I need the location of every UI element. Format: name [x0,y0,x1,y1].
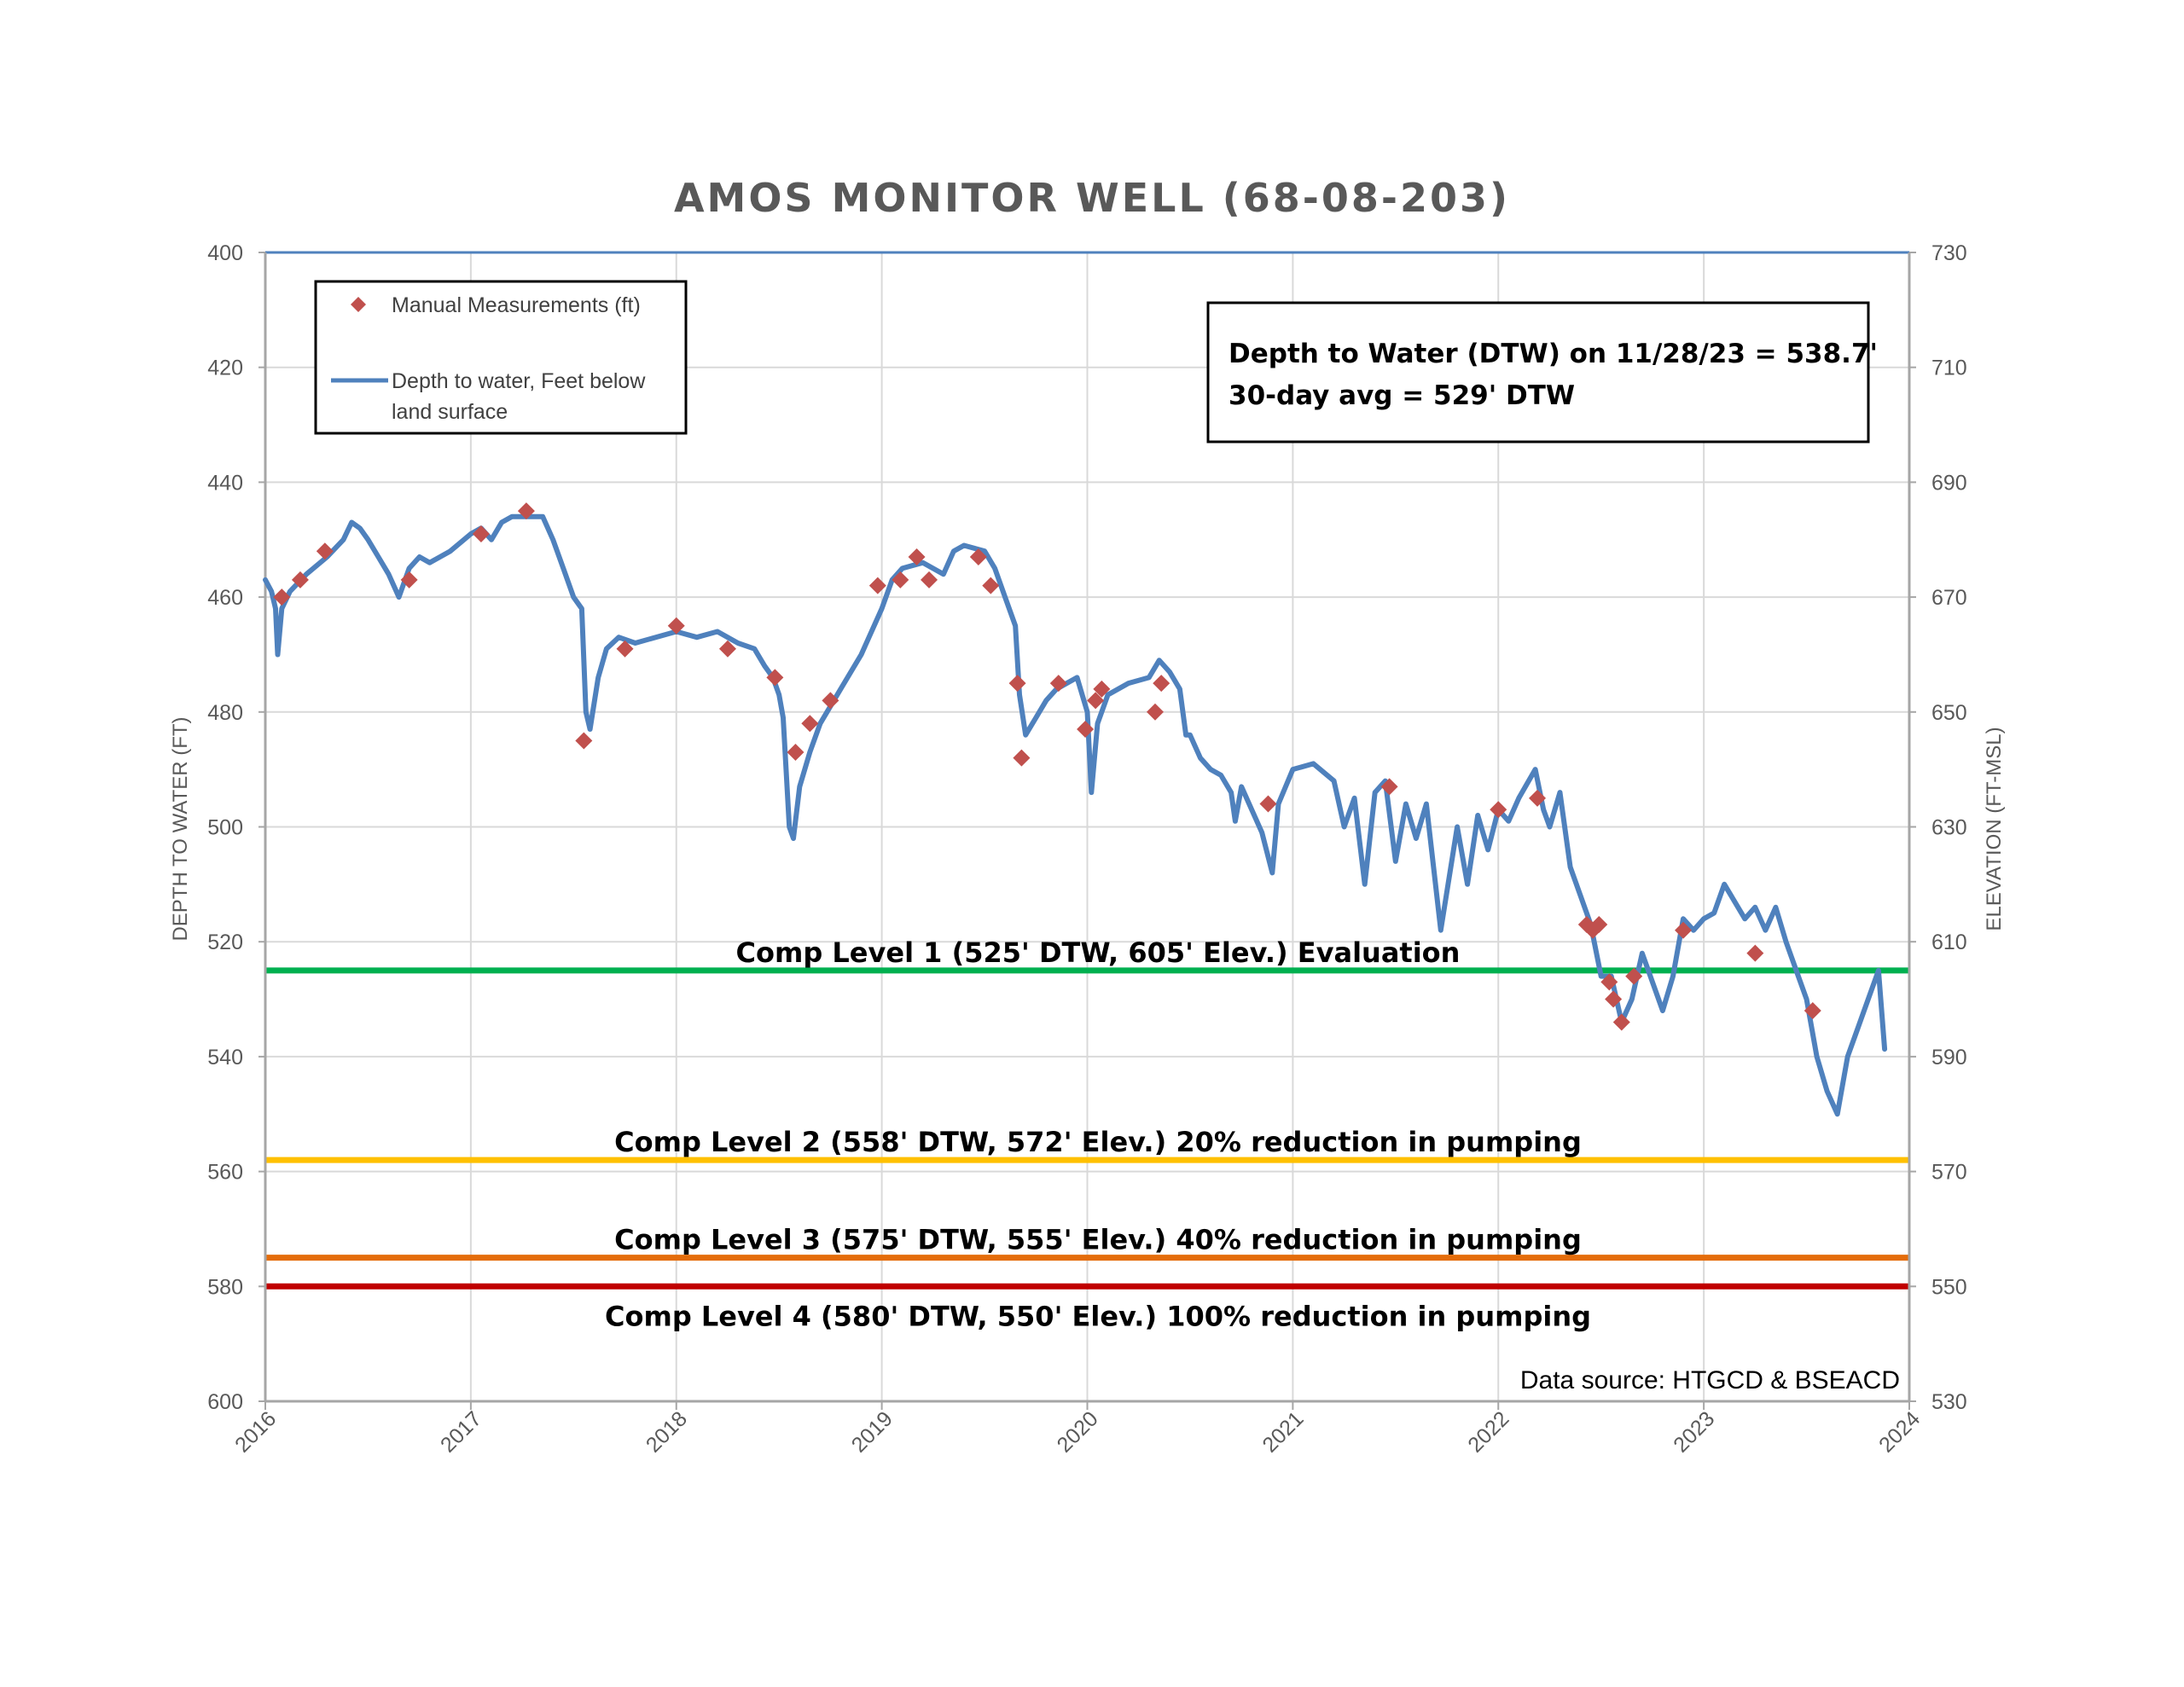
manual-measurement-point [766,669,784,687]
depth-series-line [263,513,1888,1117]
y-right-tick-label: 550 [1931,1275,1967,1299]
manual-measurement-point [1600,973,1618,991]
manual-measurement-point [1490,801,1507,819]
manual-measurement-point [1605,990,1623,1008]
annotation-box [1206,301,1870,443]
y-tick-label: 500 [207,816,243,840]
x-tick-label: 2017 [436,1406,486,1457]
y-right-tick-label: 530 [1931,1390,1967,1414]
manual-measurement-point [616,640,634,658]
y-tick-label: 520 [207,930,243,954]
x-tick-label: 2024 [1874,1406,1925,1457]
manual-measurement-point [316,542,334,560]
manual-measurement-point [1380,778,1398,796]
y-right-tick-label: 650 [1931,701,1967,725]
comp-level-label: Comp Level 1 (525' DTW, 605' Elev.) Eval… [736,936,1461,969]
manual-measurement-point [787,743,804,761]
y-right-tick-label: 690 [1931,471,1967,495]
y-right-tick-label: 570 [1931,1161,1967,1185]
manual-measurement-point [1087,692,1105,710]
y-tick-label: 460 [207,586,243,610]
y-tick-label: 480 [207,701,243,725]
manual-measurement-point [1153,675,1170,693]
manual-measurement-point [1013,749,1031,767]
x-tick-label: 2020 [1053,1406,1103,1457]
y-tick-label: 560 [207,1161,243,1185]
manual-measurement-point [908,548,926,565]
manual-measurement-point [1008,675,1026,693]
y-tick-label: 420 [207,357,243,380]
x-tick-label: 2016 [230,1406,281,1457]
manual-measurements-series [273,502,1821,1031]
legend-label-depth-line1: Depth to water, Feet below [392,369,646,393]
manual-measurement-point [822,692,839,710]
y-axis-left-label: DEPTH TO WATER (FT) [169,716,192,941]
y-tick-label: 540 [207,1046,243,1070]
y-right-tick-label: 630 [1931,816,1967,840]
manual-measurement-point [1049,675,1067,693]
chart-title: AMOS MONITOR WELL (68-08-203) [674,175,1510,221]
manual-measurement-point [1093,680,1111,698]
y-tick-label: 580 [207,1275,243,1299]
gridlines [265,252,1909,1401]
data-source-note: Data source: HTGCD & BSEACD [1520,1366,1900,1394]
y-tick-label: 600 [207,1390,243,1414]
legend-label-manual: Manual Measurements (ft) [392,293,641,317]
legend-label-depth-line2: land surface [392,400,508,424]
manual-measurement-point [1746,944,1764,962]
manual-measurement-point [1077,721,1095,739]
x-tick-label: 2019 [847,1406,897,1457]
manual-measurement-point [982,577,1000,594]
x-tick-label: 2022 [1463,1406,1513,1457]
annotation-line1: Depth to Water (DTW) on 11/28/23 = 538.7… [1228,339,1878,369]
y-right-tick-label: 710 [1931,357,1967,380]
manual-measurement-point [801,715,819,733]
manual-measurement-point [1625,967,1643,985]
y-right-tick-label: 610 [1931,930,1967,954]
y-right-tick-label: 670 [1931,586,1967,610]
manual-measurement-point [400,571,418,588]
manual-measurement-point [969,548,987,565]
legend-box [314,280,688,435]
x-tick-label: 2021 [1258,1406,1308,1457]
comp-level-label: Comp Level 2 (558' DTW, 572' Elev.) 20% … [614,1126,1582,1158]
manual-measurement-point [667,617,685,635]
y-tick-label: 400 [207,241,243,265]
manual-measurement-point [517,502,535,520]
manual-measurement-point [472,525,490,543]
dtw-annotation: Depth to Water (DTW) on 11/28/23 = 538.7… [1206,301,1878,443]
manual-measurement-point [273,588,291,606]
manual-measurement-point [1529,789,1547,807]
depth-series [263,513,1888,1117]
manual-measurement-point [291,571,309,588]
manual-measurement-point [1804,1002,1821,1020]
manual-measurement-point [921,571,938,588]
manual-measurement-point [868,577,886,594]
manual-measurement-point [1146,703,1164,721]
manual-measurement-point [892,571,909,588]
y-tick-label: 440 [207,471,243,495]
legend: Manual Measurements (ft) Depth to water,… [314,280,688,435]
y-right-tick-label: 590 [1931,1046,1967,1070]
manual-measurement-point [1259,795,1277,813]
annotation-line2: 30-day avg = 529' DTW [1228,380,1575,411]
manual-measurement-point [1612,1013,1630,1031]
manual-measurement-point [718,640,736,658]
manual-measurement-point [1675,921,1693,939]
comp-level-label: Comp Level 3 (575' DTW, 555' Elev.) 40% … [614,1224,1582,1256]
manual-measurement-point [1590,915,1608,933]
legend-diamond-marker [351,297,366,312]
y-right-tick-label: 730 [1931,241,1967,265]
comp-level-labels: Comp Level 1 (525' DTW, 605' Elev.) Eval… [605,936,1591,1332]
comp-level-label: Comp Level 4 (580' DTW, 550' Elev.) 100%… [605,1300,1591,1332]
manual-measurement-point [575,732,593,750]
y-axis-right-label: ELEVATION (FT-MSL) [1983,727,2006,930]
x-tick-label: 2018 [642,1406,692,1457]
x-tick-label: 2023 [1669,1406,1719,1457]
